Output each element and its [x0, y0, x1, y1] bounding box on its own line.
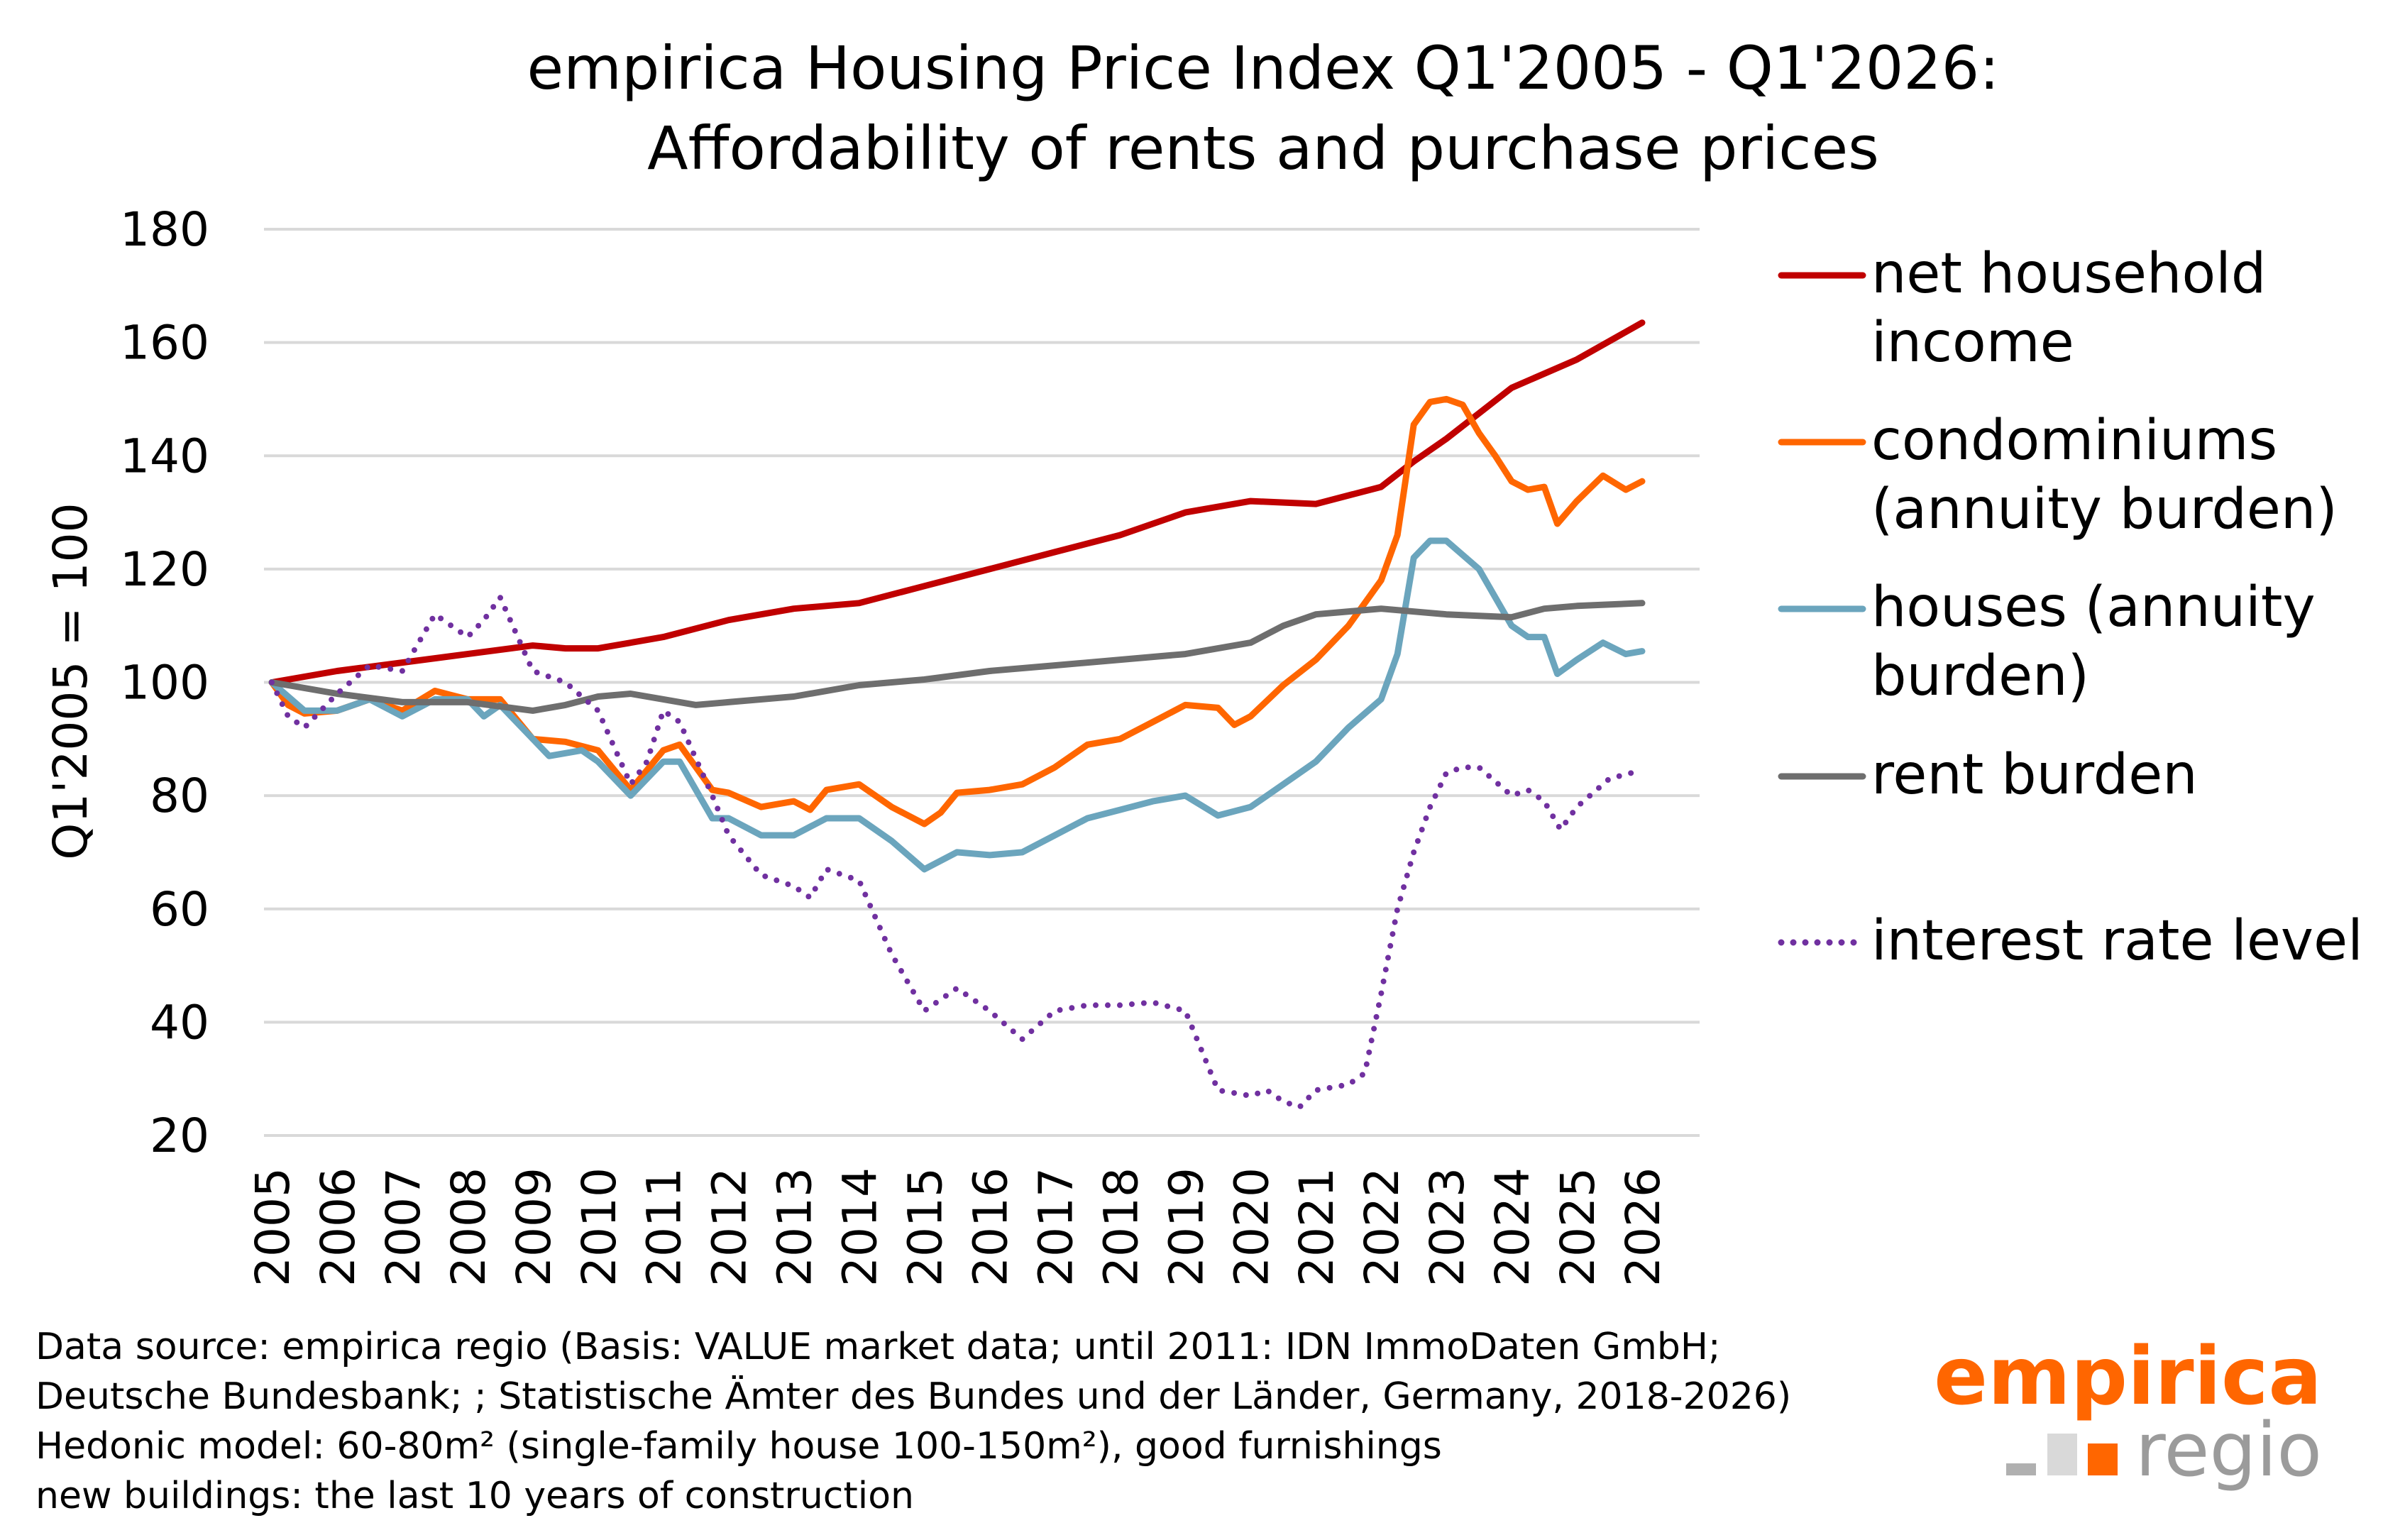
series-line — [268, 537, 1646, 873]
y-axis-ticks: 20 40 60 80 100 120 140 160 180 — [120, 202, 209, 1163]
x-tick-label: 2015 — [898, 1167, 953, 1287]
series-line — [269, 594, 1645, 1111]
x-tick-label: 2017 — [1028, 1167, 1083, 1287]
x-tick-label: 2022 — [1355, 1167, 1409, 1287]
x-tick-label: 2014 — [833, 1167, 888, 1287]
legend-label: houses (annuity — [1871, 576, 2316, 639]
x-tick-label: 2010 — [572, 1167, 627, 1287]
logo-square-orange — [2088, 1443, 2118, 1475]
x-tick-label: 2019 — [1159, 1167, 1213, 1287]
legend-label: net household — [1871, 242, 2266, 306]
y-tick-label: 20 — [150, 1109, 209, 1163]
x-tick-label: 2012 — [703, 1167, 757, 1287]
gridlines — [264, 228, 1700, 1137]
x-tick-label: 2018 — [1094, 1167, 1148, 1287]
chart-title-line1: empirica Housing Price Index Q1'2005 - Q… — [527, 33, 2000, 103]
footer-line: Data source: empirica regio (Basis: VALU… — [35, 1326, 1720, 1368]
legend-label: burden) — [1871, 644, 2089, 708]
footer-line: new buildings: the last 10 years of cons… — [35, 1475, 914, 1517]
legend-label: rent burden — [1871, 743, 2198, 807]
x-tick-label: 2023 — [1420, 1167, 1475, 1287]
footer-line: Deutsche Bundesbank; ; Statistische Ämte… — [35, 1375, 1791, 1418]
series-line — [268, 600, 1646, 714]
logo-empirica: empirica — [1934, 1331, 2322, 1423]
x-tick-label: 2021 — [1289, 1167, 1344, 1287]
logo-square-small — [2006, 1463, 2036, 1475]
x-tick-label: 2006 — [311, 1167, 365, 1287]
y-tick-label: 100 — [120, 656, 209, 710]
x-tick-label: 2025 — [1551, 1167, 1605, 1287]
logo-square-light — [2047, 1434, 2077, 1475]
x-tick-label: 2026 — [1616, 1167, 1671, 1287]
chart-title-line2: Affordability of rents and purchase pric… — [647, 114, 1879, 183]
legend-label: (annuity burden) — [1871, 478, 2338, 541]
y-tick-label: 160 — [120, 316, 209, 370]
x-axis-ticks: 2005 2006 2007 2008 2009 2010 2011 2012 2013 2014… — [246, 1167, 1671, 1287]
logo-regio: regio — [2135, 1407, 2322, 1493]
series-line — [268, 395, 1646, 827]
x-tick-label: 2009 — [507, 1167, 561, 1287]
legend-label: condominiums — [1871, 409, 2277, 473]
footer-notes: Data source: empirica regio (Basis: VALU… — [35, 1326, 1791, 1517]
footer-line: Hedonic model: 60-80m² (single-family ho… — [35, 1425, 1442, 1468]
x-tick-label: 2013 — [768, 1167, 822, 1287]
y-tick-label: 60 — [150, 882, 209, 937]
y-axis-label: Q1'2005 = 100 — [43, 502, 98, 859]
x-tick-label: 2016 — [963, 1167, 1018, 1287]
empirica-regio-logo: empirica regio — [1934, 1331, 2322, 1493]
legend-label: interest rate level — [1871, 909, 2363, 973]
x-tick-label: 2024 — [1485, 1167, 1540, 1287]
series-line — [268, 319, 1646, 686]
y-tick-label: 120 — [120, 542, 209, 597]
y-tick-label: 40 — [150, 995, 209, 1050]
x-tick-label: 2005 — [246, 1167, 300, 1287]
y-tick-label: 140 — [120, 429, 209, 483]
y-tick-label: 80 — [150, 769, 209, 823]
x-tick-label: 2008 — [441, 1167, 496, 1287]
x-tick-label: 2011 — [637, 1167, 692, 1287]
x-tick-label: 2007 — [376, 1167, 431, 1287]
y-tick-label: 180 — [120, 202, 209, 257]
x-tick-label: 2020 — [1224, 1167, 1279, 1287]
legend-label: income — [1871, 311, 2074, 375]
series-lines — [268, 319, 1646, 1111]
